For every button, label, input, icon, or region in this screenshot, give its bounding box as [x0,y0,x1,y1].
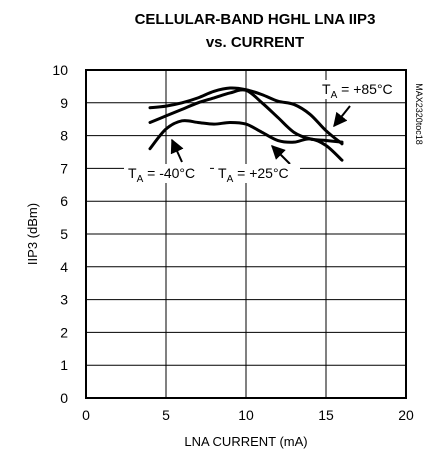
series-label-minus40c: TA = -40°C [128,165,195,185]
y-tick-labels: 0 1 2 3 4 5 6 7 8 9 10 [52,62,68,406]
series-label-minus40c-bg [124,164,210,183]
series-label-25c-bg [214,164,300,183]
series-label-25c: TA = +25°C [218,165,289,185]
x-axis-label: LNA CURRENT (mA) [184,434,307,449]
y-tick-label-7: 7 [60,160,68,176]
y-tick-label-9: 9 [60,95,68,111]
x-tick-labels: 0 5 10 15 20 [82,407,414,423]
y-tick-label-1: 1 [60,357,68,373]
y-tick-label-0: 0 [60,390,68,406]
series-line-minus40c [148,119,344,162]
x-tick-label-4: 20 [398,407,414,423]
x-tick-label-0: 0 [82,407,90,423]
x-tick-label-1: 5 [162,407,170,423]
arrow-85c [333,105,351,128]
x-tick-label-2: 10 [238,407,254,423]
chart-title: CELLULAR-BAND HGHL LNA IIP3 [135,11,376,28]
series-lines [148,86,344,162]
watermark-code: MAX2320toc18 [414,83,424,145]
y-tick-label-8: 8 [60,128,68,144]
y-tick-label-5: 5 [60,226,68,242]
annotation-arrows [170,105,351,165]
y-tick-label-3: 3 [60,292,68,308]
grid-lines [85,69,407,399]
series-label-85c-bg [318,80,396,99]
arrow-minus40c [170,138,184,163]
chart-subtitle: vs. CURRENT [206,34,304,51]
y-tick-label-10: 10 [52,62,68,78]
y-tick-label-4: 4 [60,259,68,275]
series-label-85c: TA = +85°C [322,81,393,101]
y-tick-label-6: 6 [60,193,68,209]
x-tick-label-3: 15 [318,407,334,423]
arrow-25c [271,145,291,165]
plot-frame [85,69,407,399]
y-axis-label: IIP3 (dBm) [25,203,40,265]
y-tick-label-2: 2 [60,324,68,340]
series-labels: TA = +85°C TA = +25°C TA = -40°C [124,80,396,185]
